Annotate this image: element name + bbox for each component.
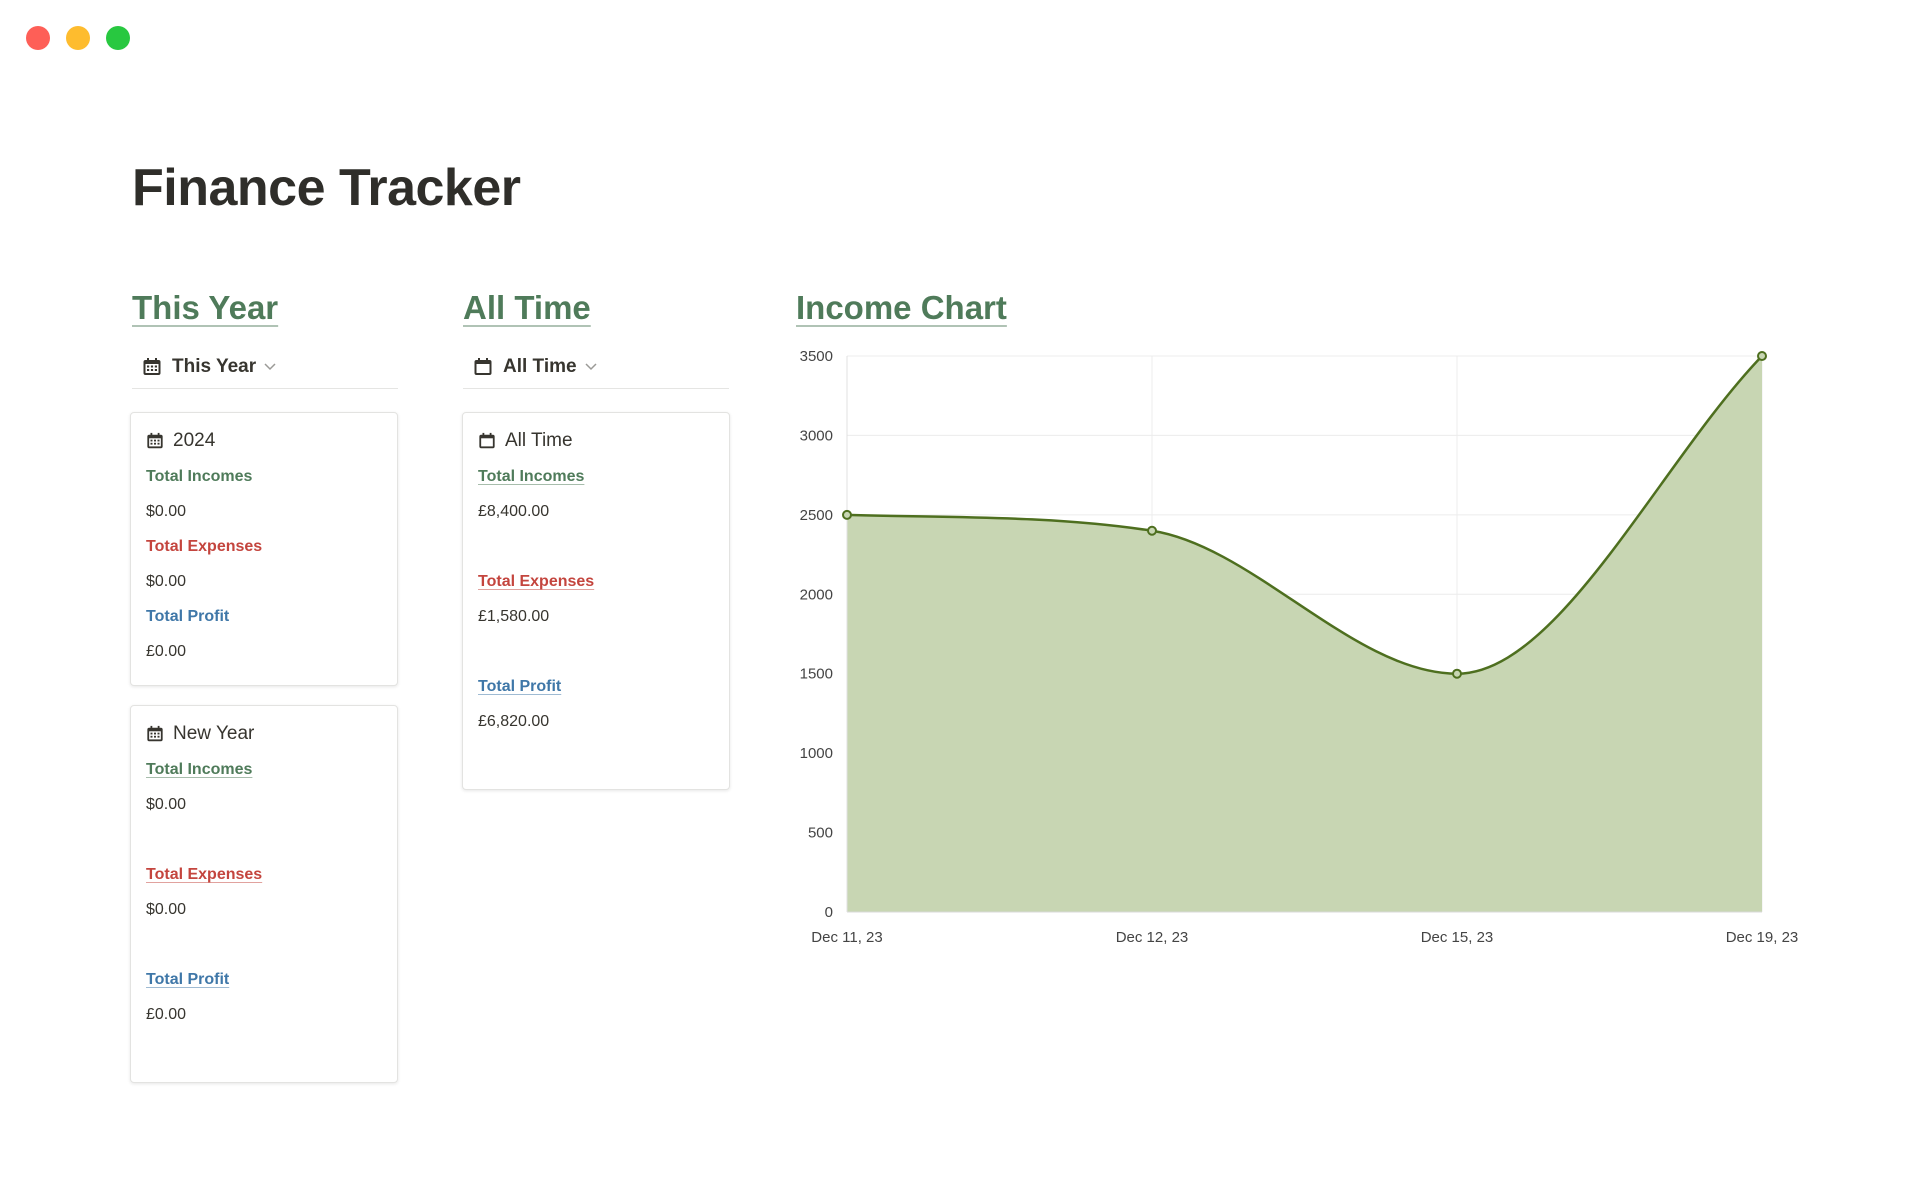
total-incomes-value: $0.00 (146, 503, 187, 520)
maximize-window-button[interactable] (106, 26, 130, 50)
this-year-section: This Year This Year (132, 288, 398, 389)
y-tick-label: 0 (825, 904, 833, 921)
total-expenses-value: £1,580.00 (478, 608, 550, 625)
window-controls (26, 26, 130, 50)
this-year-view-label: This Year (172, 356, 257, 377)
income-chart: 0 500 1000 1500 2000 2500 3000 3500 Dec 11, 23 De… (780, 340, 1830, 960)
total-expenses-link[interactable]: Total Expenses (146, 866, 263, 883)
y-tick-label: 2000 (800, 586, 833, 603)
x-tick-label: Dec 15, 23 (1421, 929, 1494, 946)
total-incomes-link[interactable]: Total Incomes (478, 468, 585, 485)
calendar-icon (478, 432, 496, 450)
total-expenses-value: $0.00 (146, 573, 187, 590)
x-tick-label: Dec 19, 23 (1726, 929, 1799, 946)
card-title: All Time (505, 430, 573, 451)
calendar-icon (146, 725, 164, 743)
income-area (847, 356, 1762, 912)
total-profit-value: £0.00 (146, 643, 187, 660)
close-window-button[interactable] (26, 26, 50, 50)
total-incomes-value: £8,400.00 (478, 503, 550, 520)
calendar-icon (146, 432, 164, 450)
total-profit-link[interactable]: Total Profit (478, 678, 562, 695)
chevron-down-icon (585, 363, 597, 371)
total-expenses-link[interactable]: Total Expenses (478, 573, 595, 590)
y-tick-label: 3000 (800, 427, 833, 444)
total-expenses-value: $0.00 (146, 901, 187, 918)
data-point (1452, 668, 1462, 679)
data-point (1757, 351, 1767, 361)
data-point (1147, 525, 1157, 536)
chevron-down-icon (264, 363, 276, 371)
calendar-icon (473, 357, 493, 377)
total-incomes-value: $0.00 (146, 796, 187, 813)
calendar-icon (142, 357, 162, 377)
all-time-heading[interactable]: All Time (463, 289, 591, 326)
all-time-view-label: All Time (503, 356, 577, 377)
y-tick-label: 500 (808, 825, 833, 842)
total-profit-link[interactable]: Total Profit (146, 971, 230, 988)
page-title: Finance Tracker (132, 159, 521, 217)
y-tick-label: 2500 (800, 507, 833, 524)
minimize-window-button[interactable] (66, 26, 90, 50)
card-2024[interactable]: 2024 Total Incomes $0.00 Total Expenses … (130, 412, 398, 686)
income-line (846, 355, 1763, 675)
total-incomes-label: Total Incomes (146, 468, 253, 485)
card-new-year[interactable]: New Year Total Incomes $0.00 Total Expen… (130, 705, 398, 1083)
card-all-time[interactable]: All Time Total Incomes £8,400.00 Total E… (462, 412, 730, 790)
income-chart-section: Income Chart (796, 288, 1196, 336)
this-year-heading[interactable]: This Year (132, 289, 279, 326)
x-tick-label: Dec 12, 23 (1116, 929, 1189, 946)
data-point (842, 509, 852, 520)
total-profit-value: £6,820.00 (478, 713, 550, 730)
y-tick-label: 1500 (800, 666, 833, 683)
x-tick-label: Dec 11, 23 (811, 929, 882, 946)
this-year-view-tab[interactable]: This Year (132, 346, 398, 389)
all-time-section: All Time All Time (463, 288, 729, 389)
total-profit-label: Total Profit (146, 608, 230, 625)
total-expenses-label: Total Expenses (146, 538, 263, 555)
total-profit-value: £0.00 (146, 1006, 187, 1023)
total-incomes-link[interactable]: Total Incomes (146, 761, 253, 778)
all-time-view-tab[interactable]: All Time (463, 346, 729, 389)
card-title: 2024 (173, 430, 216, 451)
income-chart-svg: 0 500 1000 1500 2000 2500 3000 3500 Dec 11, 23 De… (800, 348, 1799, 946)
income-chart-heading[interactable]: Income Chart (796, 289, 1007, 326)
card-title: New Year (173, 723, 255, 744)
y-tick-label: 1000 (800, 745, 833, 762)
y-tick-label: 3500 (800, 348, 833, 365)
